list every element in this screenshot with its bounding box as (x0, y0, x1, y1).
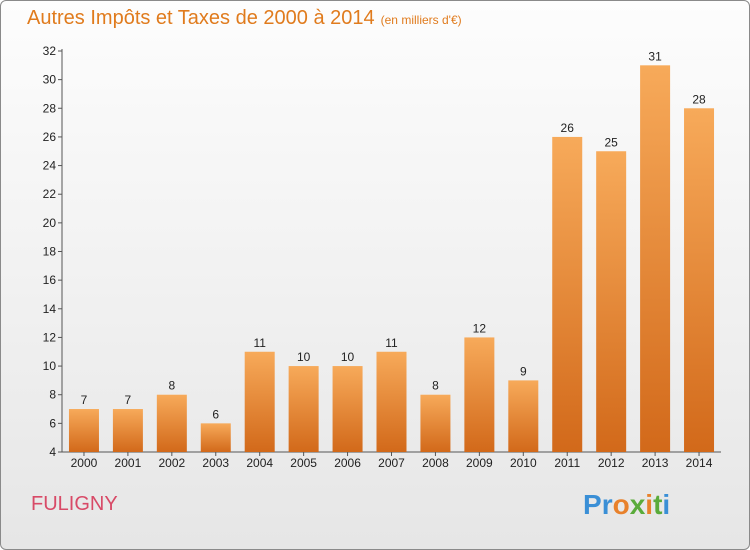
bar (244, 351, 275, 452)
y-tick-label: 24 (43, 159, 57, 173)
proxiti-logo: Proxiti (583, 489, 670, 521)
y-tick-label: 30 (43, 73, 57, 87)
x-tick-label: 2006 (334, 456, 361, 470)
x-tick-label: 2010 (510, 456, 537, 470)
y-tick-label: 8 (49, 388, 56, 402)
bar (596, 151, 627, 452)
bar (376, 351, 407, 452)
bar (420, 394, 451, 452)
y-tick-label: 18 (43, 245, 57, 259)
bar (332, 366, 363, 452)
logo-letter: o (612, 489, 630, 520)
bar-value-label: 28 (692, 92, 706, 106)
bar-value-label: 25 (604, 135, 618, 149)
x-tick-label: 2013 (642, 456, 669, 470)
x-tick-label: 2002 (158, 456, 185, 470)
bar (156, 394, 187, 452)
bar (464, 337, 495, 452)
bar (288, 366, 319, 452)
y-tick-label: 6 (49, 416, 56, 430)
bar (508, 380, 539, 452)
bar-value-label: 11 (253, 336, 266, 350)
x-tick-label: 2012 (598, 456, 625, 470)
y-tick-label: 22 (43, 187, 57, 201)
y-tick-label: 20 (43, 216, 57, 230)
bar (200, 423, 231, 452)
bar (68, 409, 99, 452)
logo-letter: r (601, 489, 613, 520)
y-tick-label: 28 (43, 101, 57, 115)
x-tick-label: 2004 (246, 456, 273, 470)
bar-value-label: 31 (648, 49, 662, 63)
logo-letter: t (653, 489, 663, 520)
x-tick-label: 2000 (71, 456, 98, 470)
x-tick-label: 2014 (686, 456, 713, 470)
bar-value-label: 12 (473, 321, 487, 335)
y-tick-label: 32 (43, 44, 57, 58)
y-tick-label: 10 (43, 359, 57, 373)
bar (684, 108, 715, 453)
bar (112, 409, 143, 452)
location-name: FULIGNY (31, 493, 118, 515)
bar-value-label: 10 (297, 350, 311, 364)
logo-letter: x (629, 489, 646, 520)
y-tick-label: 12 (43, 330, 57, 344)
bar-value-label: 8 (168, 379, 175, 393)
chart-title: Autres Impôts et Taxes de 2000 à 2014 (en… (27, 7, 462, 30)
bar-value-label: 6 (212, 407, 219, 421)
bar-value-label: 8 (432, 379, 439, 393)
bar-value-label: 11 (385, 336, 398, 350)
chart-unit-text: (en milliers d'€) (380, 13, 462, 27)
bar-value-label: 10 (341, 350, 355, 364)
y-tick-label: 4 (49, 445, 56, 459)
bar-value-label: 26 (561, 121, 575, 135)
bar (552, 136, 583, 452)
logo-letter: P (583, 489, 602, 520)
bar-value-label: 9 (520, 364, 527, 378)
y-tick-label: 14 (43, 302, 57, 316)
logo-letter: i (645, 489, 654, 520)
chart-title-text: Autres Impôts et Taxes de 2000 à 2014 (27, 7, 375, 29)
bar-value-label: 7 (81, 393, 88, 407)
bar-value-label: 7 (125, 393, 132, 407)
x-tick-label: 2001 (115, 456, 142, 470)
x-tick-label: 2008 (422, 456, 449, 470)
bar (640, 65, 671, 453)
y-tick-label: 16 (43, 273, 57, 287)
x-tick-label: 2011 (554, 456, 580, 470)
x-tick-label: 2003 (202, 456, 229, 470)
x-tick-label: 2007 (378, 456, 405, 470)
x-tick-label: 2009 (466, 456, 493, 470)
x-tick-label: 2005 (290, 456, 317, 470)
y-tick-label: 26 (43, 130, 57, 144)
logo-letter: i (662, 489, 671, 520)
